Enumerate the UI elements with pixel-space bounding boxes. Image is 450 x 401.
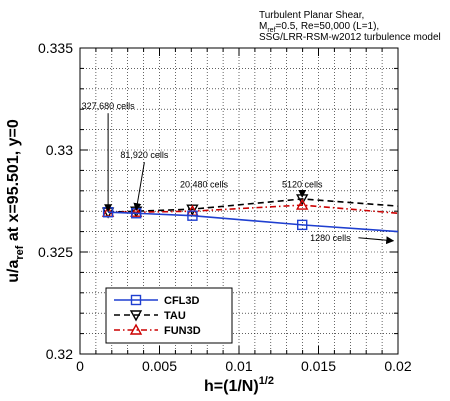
legend-marker-cfl3d [130, 294, 142, 306]
x-tick-label: 0 [76, 358, 84, 374]
legend-label-cfl3d: CFL3D [164, 295, 200, 307]
title-line-2: Mref=0.5, Re=50,000 (L=1), [259, 21, 379, 34]
x-tick-label: 0.005 [142, 358, 177, 374]
series-line-tau [108, 198, 399, 214]
data-point-fun3d [130, 205, 143, 217]
y-tick-label: 0.335 [38, 40, 73, 56]
legend-marker-tau [129, 310, 143, 322]
legend: CFL3D TAU FUN3D [105, 287, 233, 344]
data-point-cfl3d [187, 210, 198, 221]
annotation-label: 81,920 cells [120, 150, 169, 160]
title-line-3: SSG/LRR-RSM-w2012 turbulence model [259, 32, 441, 43]
y-tick-label: 0.32 [46, 346, 73, 362]
data-point-cfl3d [297, 219, 308, 231]
annotation-label: 20,480 cells [180, 180, 229, 190]
chart-title: Turbulent Planar Shear,Mref=0.5, Re=50,0… [259, 10, 441, 43]
x-tick-label: 0.01 [225, 358, 252, 374]
legend-marker-fun3d [129, 323, 143, 335]
x-tick-label: 0.02 [384, 358, 411, 374]
data-point-fun3d [296, 198, 309, 210]
series-cfl3d [102, 207, 399, 233]
x-axis-label: h=(1/N)1/2 [204, 375, 274, 395]
legend-label-tau: TAU [164, 310, 186, 322]
annotation-label: 5120 cells [282, 180, 323, 190]
axis-labels: h=(1/N)1/2 u/aref at x=95.501, y=0 [5, 119, 274, 395]
annotation-label: 1280 cells [310, 233, 351, 243]
y-tick-label: 0.325 [38, 244, 73, 260]
series-line-cfl3d [108, 211, 399, 233]
axis-ticks: 0 0.005 0.01 0.015 0.02 0.32 0.325 0.33 0.335 [38, 40, 412, 374]
x-tick-label: 0.015 [301, 358, 336, 374]
title-line-1: Turbulent Planar Shear, [259, 10, 364, 21]
y-axis-label: u/aref at x=95.501, y=0 [5, 119, 26, 283]
annotation-arrow [358, 236, 395, 245]
legend-label-fun3d: FUN3D [164, 325, 201, 337]
y-tick-label: 0.33 [46, 142, 73, 158]
annotation-arrow [133, 162, 145, 212]
annotations-layer: 327,680 cells 81,920 cells 20,480 cells 512… [82, 101, 395, 245]
annotation-label: 327,680 cells [82, 101, 136, 111]
